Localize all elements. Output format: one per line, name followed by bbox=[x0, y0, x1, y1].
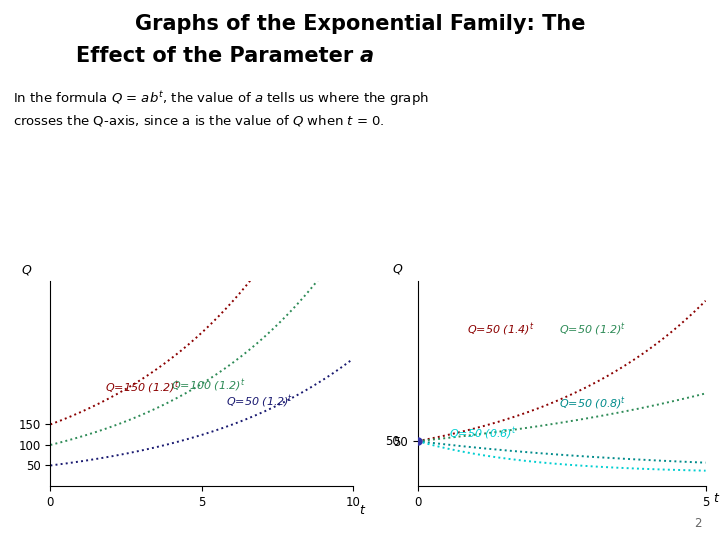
Text: $t$: $t$ bbox=[359, 504, 366, 517]
Text: 2: 2 bbox=[695, 517, 702, 530]
Text: $Q$=150 (1.2)$^t$: $Q$=150 (1.2)$^t$ bbox=[105, 380, 179, 396]
Text: Graphs of the Exponential Family: The: Graphs of the Exponential Family: The bbox=[135, 14, 585, 33]
Text: $Q$=50 (0.8)$^t$: $Q$=50 (0.8)$^t$ bbox=[559, 395, 626, 411]
Text: Effect of the Parameter: Effect of the Parameter bbox=[76, 46, 360, 66]
Text: In the formula $Q$ = $ab^t$, the value of $a$ tells us where the graph: In the formula $Q$ = $ab^t$, the value o… bbox=[13, 89, 429, 107]
Text: $Q$=50 (1.4)$^t$: $Q$=50 (1.4)$^t$ bbox=[467, 321, 534, 338]
Text: $Q$=50 (1.2)$^t$: $Q$=50 (1.2)$^t$ bbox=[559, 321, 626, 338]
Text: 50: 50 bbox=[386, 435, 400, 448]
Text: $Q$: $Q$ bbox=[392, 262, 403, 275]
Text: crosses the Q-axis, since a is the value of $Q$ when $t$ = 0.: crosses the Q-axis, since a is the value… bbox=[13, 113, 384, 129]
Text: $Q$=100 (1.2)$^t$: $Q$=100 (1.2)$^t$ bbox=[171, 377, 246, 394]
Text: a: a bbox=[360, 46, 374, 66]
Text: $t$: $t$ bbox=[713, 492, 720, 505]
Text: $Q$: $Q$ bbox=[21, 262, 32, 276]
Text: $Q$=50 (0.6)$^t$: $Q$=50 (0.6)$^t$ bbox=[449, 425, 517, 442]
Text: $Q$=50 (1.2)$^t$: $Q$=50 (1.2)$^t$ bbox=[226, 394, 293, 410]
